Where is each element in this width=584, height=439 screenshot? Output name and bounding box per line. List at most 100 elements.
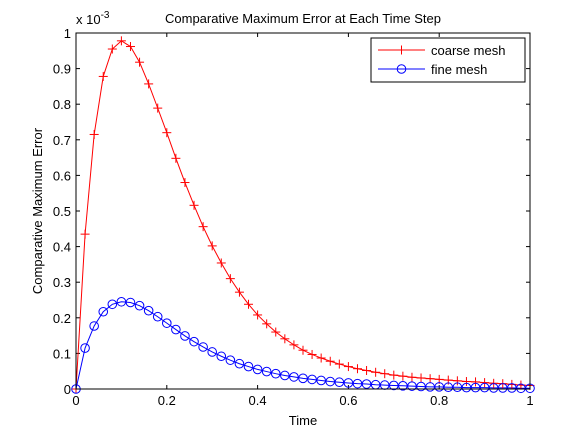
y-tick-label: 1 <box>64 26 71 41</box>
data-point-2 <box>307 374 317 385</box>
data-point-1 <box>234 287 244 297</box>
y-multiplier-base: x 10 <box>76 12 101 27</box>
x-tick-label: 0.2 <box>158 393 176 408</box>
legend-marker-2 <box>396 64 407 74</box>
data-point-2 <box>225 355 236 365</box>
x-tick-label: 0 <box>72 393 79 408</box>
data-point-1 <box>407 372 417 382</box>
y-tick-label: 0.9 <box>53 62 71 77</box>
data-point-2 <box>171 324 181 335</box>
data-point-1 <box>280 334 290 344</box>
legend-box <box>370 37 526 83</box>
data-point-1 <box>316 353 326 363</box>
data-point-2 <box>189 336 199 347</box>
data-point-1 <box>244 299 254 309</box>
data-point-2 <box>180 331 190 341</box>
data-point-1 <box>171 153 181 163</box>
y-tick-label: 0.4 <box>53 240 71 255</box>
data-point-2 <box>280 370 290 381</box>
y-tick-label: 0.1 <box>53 346 71 361</box>
data-point-2 <box>198 342 208 352</box>
data-point-2 <box>98 306 109 317</box>
data-point-2 <box>125 297 136 308</box>
data-point-2 <box>270 368 281 379</box>
data-point-2 <box>116 296 127 307</box>
y-multiplier: x 10-3 <box>76 10 110 27</box>
data-point-1 <box>380 369 390 379</box>
data-point-1 <box>471 377 481 387</box>
legend: coarse mesh fine mesh <box>370 37 526 83</box>
data-point-2 <box>343 378 354 388</box>
y-tick-label: 0.3 <box>53 275 71 290</box>
data-point-2 <box>252 364 263 375</box>
chart-title: Comparative Maximum Error at Each Time S… <box>165 11 441 26</box>
data-point-2 <box>89 321 99 331</box>
data-point-1 <box>89 129 99 139</box>
data-point-1 <box>416 373 426 383</box>
data-point-2 <box>216 351 227 362</box>
data-point-1 <box>480 378 490 388</box>
data-point-1 <box>398 371 408 381</box>
data-point-1 <box>389 370 399 380</box>
data-point-1 <box>461 377 471 387</box>
data-point-2 <box>162 318 172 328</box>
data-point-1 <box>452 376 462 386</box>
data-point-2 <box>243 361 254 372</box>
data-point-1 <box>425 374 435 384</box>
y-tick-label: 0.6 <box>53 168 71 183</box>
data-point-1 <box>371 367 381 377</box>
data-point-1 <box>216 258 226 268</box>
data-point-1 <box>144 79 154 89</box>
data-point-1 <box>325 356 335 366</box>
data-point-2 <box>234 358 245 369</box>
data-point-1 <box>307 349 317 359</box>
data-point-2 <box>298 373 308 384</box>
data-point-1 <box>289 340 299 350</box>
y-multiplier-exponent: -3 <box>101 10 110 21</box>
data-point-1 <box>180 178 190 188</box>
data-point-2 <box>143 305 154 316</box>
data-point-1 <box>207 241 217 251</box>
data-point-2 <box>134 300 145 311</box>
data-point-1 <box>298 345 308 355</box>
legend-items: coarse mesh fine mesh <box>378 43 505 77</box>
legend-label-1: coarse mesh <box>431 43 505 58</box>
data-point-1 <box>135 57 145 67</box>
data-point-1 <box>189 200 199 210</box>
data-point-2 <box>107 299 118 310</box>
legend-marker-1 <box>397 45 406 55</box>
x-tick-label: 1 <box>526 393 533 408</box>
plot-area <box>76 33 530 389</box>
y-tick-label: 0.8 <box>53 97 71 112</box>
y-tick-label: 0.7 <box>53 133 71 148</box>
data-point-1 <box>225 274 235 284</box>
y-tick-label: 0 <box>64 382 71 397</box>
data-point-2 <box>289 372 299 382</box>
x-tick-label: 0.4 <box>249 393 267 408</box>
data-point-2 <box>316 375 326 386</box>
data-point-1 <box>162 128 172 138</box>
data-point-1 <box>107 44 117 54</box>
data-point-1 <box>153 103 163 113</box>
data-point-2 <box>334 377 345 388</box>
data-point-1 <box>98 71 108 81</box>
x-axis-label: Time <box>289 413 317 428</box>
data-point-2 <box>325 376 336 387</box>
legend-label-2: fine mesh <box>431 62 487 77</box>
data-point-1 <box>334 359 344 369</box>
data-point-1 <box>343 362 353 372</box>
series-line-2 <box>75 301 530 390</box>
data-point-2 <box>152 311 163 322</box>
data-point-1 <box>352 364 362 374</box>
data-point-1 <box>198 222 208 232</box>
y-tick-label: 0.5 <box>53 204 71 219</box>
series-markers <box>71 36 535 394</box>
data-point-2 <box>361 379 372 389</box>
data-point-1 <box>116 36 126 46</box>
data-point-1 <box>262 319 272 329</box>
plot-frame <box>75 32 531 390</box>
tick-labels: 0 0.2 0.4 0.6 0.8 1 0 0.1 0.2 0.3 0.4 0.5 0.6 0.7 0.8 0… <box>53 26 534 408</box>
data-point-2 <box>207 347 217 357</box>
data-point-1 <box>80 229 90 239</box>
